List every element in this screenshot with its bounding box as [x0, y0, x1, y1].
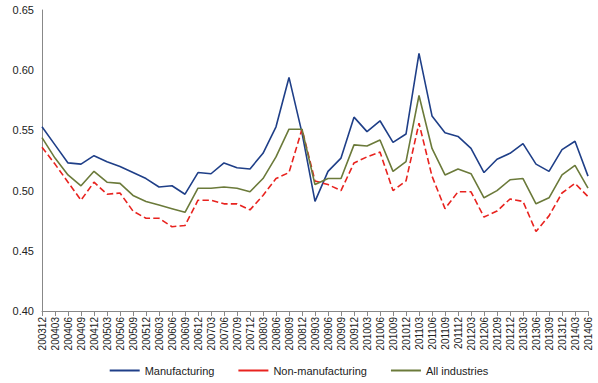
svg-text:201203: 201203 — [466, 317, 477, 351]
svg-text:200603: 200603 — [154, 317, 165, 351]
svg-text:200503: 200503 — [102, 317, 113, 351]
svg-text:200906: 200906 — [323, 317, 334, 351]
svg-text:200712: 200712 — [245, 317, 256, 351]
svg-text:200412: 200412 — [89, 317, 100, 351]
svg-text:200803: 200803 — [258, 317, 269, 351]
svg-text:201112: 201112 — [453, 317, 464, 349]
svg-text:201403: 201403 — [570, 317, 581, 351]
svg-text:201309: 201309 — [544, 317, 555, 351]
svg-text:201212: 201212 — [505, 317, 516, 351]
svg-text:200512: 200512 — [141, 317, 152, 351]
svg-text:200909: 200909 — [336, 317, 347, 351]
svg-text:200609: 200609 — [180, 317, 191, 351]
svg-text:201103: 201103 — [414, 317, 425, 350]
svg-text:0.65: 0.65 — [13, 4, 34, 16]
svg-text:200703: 200703 — [206, 317, 217, 351]
svg-text:200709: 200709 — [232, 317, 243, 351]
svg-text:200612: 200612 — [193, 317, 204, 351]
svg-text:200406: 200406 — [63, 317, 74, 351]
svg-text:201306: 201306 — [531, 317, 542, 351]
svg-text:0.40: 0.40 — [13, 305, 34, 317]
svg-text:200903: 200903 — [310, 317, 321, 351]
svg-text:200506: 200506 — [115, 317, 126, 351]
svg-text:201109: 201109 — [440, 317, 451, 350]
svg-text:Manufacturing: Manufacturing — [145, 365, 215, 377]
svg-text:200312: 200312 — [37, 317, 48, 351]
svg-text:0.45: 0.45 — [13, 245, 34, 257]
svg-text:200606: 200606 — [167, 317, 178, 351]
svg-text:201206: 201206 — [479, 317, 490, 351]
svg-text:200806: 200806 — [271, 317, 282, 351]
svg-text:200509: 200509 — [128, 317, 139, 351]
svg-text:0.55: 0.55 — [13, 124, 34, 136]
svg-text:201012: 201012 — [401, 317, 412, 351]
svg-text:201106: 201106 — [427, 317, 438, 350]
svg-text:200912: 200912 — [349, 317, 360, 351]
svg-text:200403: 200403 — [50, 317, 61, 351]
svg-text:201209: 201209 — [492, 317, 503, 351]
svg-text:0.50: 0.50 — [13, 185, 34, 197]
svg-text:200812: 200812 — [297, 317, 308, 351]
svg-text:201303: 201303 — [518, 317, 529, 351]
svg-text:200409: 200409 — [76, 317, 87, 351]
svg-text:200706: 200706 — [219, 317, 230, 351]
svg-text:Non-manufacturing: Non-manufacturing — [273, 365, 367, 377]
svg-text:201312: 201312 — [557, 317, 568, 351]
svg-text:All industries: All industries — [426, 365, 489, 377]
svg-text:201006: 201006 — [375, 317, 386, 351]
svg-text:200809: 200809 — [284, 317, 295, 351]
svg-text:201009: 201009 — [388, 317, 399, 351]
svg-text:0.60: 0.60 — [13, 64, 34, 76]
svg-text:201406: 201406 — [583, 317, 594, 351]
svg-text:201003: 201003 — [362, 317, 373, 351]
